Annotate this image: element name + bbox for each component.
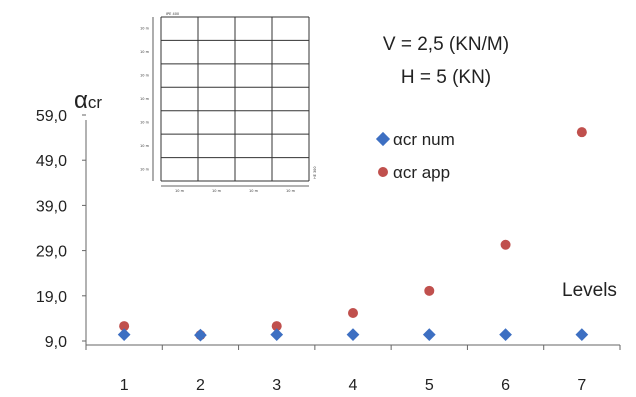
frame-bay-width-label: 10 m [212, 189, 222, 193]
annotation-line-2: H = 5 (KN) [401, 67, 491, 88]
legend-marker-num [375, 131, 391, 147]
y-axis-ticks: 9,0 19,0 29,0 39,0 49,0 59,0 [36, 108, 86, 351]
point-acr-app [500, 239, 511, 250]
point-acr-app [119, 321, 130, 332]
frame-story-height-labels: 10 m 10 m 10 m 10 m 10 m 10 m 10 m [140, 17, 154, 181]
annotation-line-1: V = 2,5 (KN/M) [383, 34, 509, 55]
frame-beam-label: IPE 400 [166, 12, 179, 16]
frame-bay-width-labels: 10 m 10 m 10 m 10 m [161, 185, 309, 193]
frame-column-label: HE 300 [313, 166, 317, 179]
point-acr-app [348, 307, 358, 318]
x-tick-label: 7 [577, 377, 586, 394]
point-acr-app [271, 321, 282, 332]
data-points [117, 127, 589, 342]
point-acr-num [575, 328, 589, 342]
y-axis-label-main: α [74, 87, 88, 114]
legend-label-app: αcr app [393, 163, 450, 182]
y-tick-label: 9,0 [45, 334, 67, 351]
frame-story-height-label: 10 m [140, 120, 150, 124]
y-tick-label: 39,0 [36, 198, 67, 215]
x-axis-ticks: 1 2 3 4 5 6 7 [85, 345, 621, 394]
y-axis-label-sub: cr [88, 93, 103, 112]
x-tick-label: 4 [349, 377, 358, 394]
frame-story-height-label: 10 m [140, 144, 150, 148]
legend-marker-app [378, 167, 388, 177]
legend-label-num: αcr num [393, 130, 455, 149]
frame-story-height-label: 10 m [140, 50, 150, 54]
frame-story-height-label: 10 m [140, 167, 150, 171]
x-tick-label: 3 [272, 377, 281, 394]
x-tick-label: 1 [120, 377, 129, 394]
y-tick-label: 29,0 [36, 244, 67, 261]
frame-bay-width-label: 10 m [286, 189, 296, 193]
x-axis-label: Levels [562, 280, 617, 301]
legend: αcr num αcr app [375, 130, 455, 182]
x-tick-label: 5 [425, 377, 434, 394]
point-acr-num [270, 328, 284, 342]
frame-story-height-label: 10 m [140, 74, 150, 78]
frame-story-height-label: 10 m [140, 97, 150, 101]
point-acr-num [117, 328, 131, 342]
point-acr-num [194, 328, 207, 342]
point-acr-app [576, 127, 587, 138]
frame-grid [160, 16, 310, 182]
point-acr-num [499, 328, 512, 342]
x-tick-label: 2 [196, 377, 205, 394]
y-tick-label: 49,0 [36, 153, 67, 170]
point-acr-app [424, 285, 435, 296]
frame-inset: IPE 400 HE 300 10 m10 m10 m10 m10 m10 m1… [140, 12, 317, 193]
y-tick-label: 59,0 [36, 108, 67, 125]
y-tick-label: 19,0 [36, 289, 67, 306]
point-acr-num [422, 328, 436, 342]
frame-bay-width-label: 10 m [249, 189, 259, 193]
x-tick-label: 6 [501, 377, 510, 394]
y-axis-label: αcr [74, 87, 102, 114]
frame-bay-width-label: 10 m [175, 189, 185, 193]
frame-story-height-label: 10 m [140, 27, 150, 31]
point-acr-num [346, 328, 360, 342]
